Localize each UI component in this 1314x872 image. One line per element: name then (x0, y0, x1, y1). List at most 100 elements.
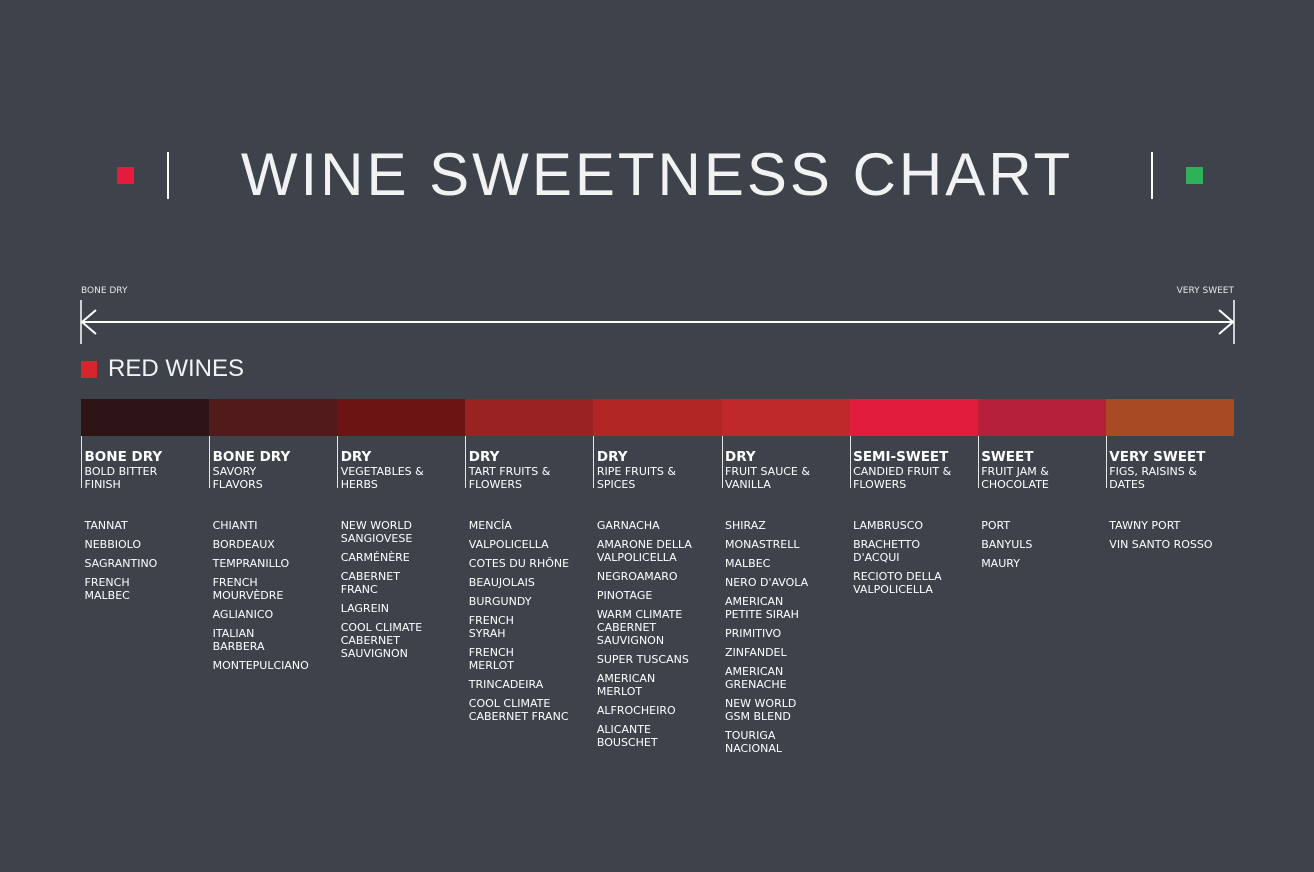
wine: AMARONE DELLA VALPOLICELLA (596, 538, 692, 564)
description: VEGETABLES & HERBS (340, 465, 424, 491)
section-square (81, 361, 97, 378)
description: RIPE FRUITS & SPICES (596, 465, 676, 491)
wine: PINOTAGE (596, 589, 653, 602)
section-title: RED WINES (108, 355, 245, 382)
column: DRY RIPE FRUITS & SPICES GARNACHA AMARONE D… (597, 449, 721, 755)
wine: ITALIAN BARBERA (212, 627, 265, 653)
color-swatch (81, 399, 210, 436)
wine: SUPER TUSCANS (596, 653, 689, 666)
tick-line (721, 436, 723, 488)
wine: NEW WORLD GSM BLEND (725, 697, 797, 723)
column: DRY VEGETABLES & HERBS NEW WORLD SANGIOVES… (341, 449, 465, 666)
wine-list: CHIANTI BORDEAUX TEMPRANILLO FRENCH MOURVÈD… (213, 519, 337, 672)
wine: MAURY (981, 557, 1020, 570)
arrow-head (80, 309, 97, 335)
description: BOLD BITTER FINISH (84, 465, 158, 491)
wine: VIN SANTO ROSSO (1109, 538, 1213, 551)
color-swatch (209, 399, 338, 436)
scale-left-label: BONE DRY (81, 286, 128, 296)
tick-line (593, 436, 595, 488)
wine: BEAUJOLAIS (468, 576, 535, 589)
wine: ALICANTE BOUSCHET (596, 723, 658, 749)
tick-line (209, 436, 211, 488)
tick-line (1105, 436, 1107, 488)
scale-right-label: VERY SWEET (1176, 286, 1234, 296)
level: DRY (725, 449, 756, 465)
tick-line (465, 436, 467, 488)
wine: TANNAT (84, 519, 128, 532)
description: FRUIT SAUCE & VANILLA (725, 465, 810, 491)
wine: NERO D'AVOLA (725, 576, 809, 589)
wine: BANYULS (981, 538, 1033, 551)
wine: BURGUNDY (468, 595, 532, 608)
color-swatch (849, 399, 979, 436)
wine: VALPOLICELLA (468, 538, 549, 551)
wine-list: MENCÍA VALPOLICELLA COTES DU RHÔNE BEAUJOLA… (469, 519, 593, 723)
wine: TOURIGA NACIONAL (725, 729, 783, 755)
wine: AMERICAN PETITE SIRAH (725, 595, 799, 621)
wine-list: TANNAT NEBBIOLO SAGRANTINO FRENCH MALBEC (85, 519, 209, 602)
wine-list: LAMBRUSCO BRACHETTO D'ACQUI RECIOTO DELLA … (853, 519, 977, 596)
color-swatch (977, 399, 1107, 436)
tick-line (849, 436, 851, 488)
wine: ALFROCHEIRO (596, 704, 676, 717)
wine: MENCÍA (468, 519, 512, 532)
wine: FRENCH MALBEC (84, 576, 130, 602)
wine: MALBEC (725, 557, 771, 570)
column: DRY TART FRUITS & FLOWERS MENCÍA VALPOLICEL… (469, 449, 593, 729)
wine: BRACHETTO D'ACQUI (853, 538, 920, 564)
wine-list: GARNACHA AMARONE DELLA VALPOLICELLA NEGROA… (597, 519, 721, 749)
wine: NEW WORLD SANGIOVESE (340, 519, 413, 545)
wine: ZINFANDEL (725, 646, 787, 659)
wine: COOL CLIMATE CABERNET SAUVIGNON (340, 621, 423, 660)
wine: GARNACHA (596, 519, 660, 532)
wine: TEMPRANILLO (212, 557, 290, 570)
column: BONE DRY SAVORY FLAVORS CHIANTI BORDEAUX TEM… (213, 449, 337, 678)
wine: FRENCH MOURVÈDRE (212, 576, 284, 602)
level: BONE DRY (212, 449, 291, 465)
tick-line (337, 436, 339, 488)
red-square (117, 167, 134, 184)
wine: COOL CLIMATE CABERNET FRANC (468, 697, 569, 723)
level: DRY (468, 449, 500, 465)
wine: PORT (981, 519, 1011, 532)
color-swatch (465, 399, 594, 436)
wine: FRENCH MERLOT (468, 646, 514, 672)
tick-line (977, 436, 979, 488)
wine-list: TAWNY PORT VIN SANTO ROSSO (1109, 519, 1233, 551)
wine: COTES DU RHÔNE (468, 557, 570, 570)
wine: SHIRAZ (725, 519, 766, 532)
title: WINE SWEETNESS CHART (240, 141, 1074, 208)
wine: LAGREIN (340, 602, 389, 615)
wine-list: SHIRAZ MONASTRELL MALBEC NERO D'AVOLA AMERIC… (725, 519, 849, 755)
column: BONE DRY BOLD BITTER FINISH TANNAT NEBBIOLO… (85, 449, 209, 608)
wine: CABERNET FRANC (340, 570, 400, 596)
level: SEMI-SWEET (853, 449, 949, 465)
description: CANDIED FRUIT & FLOWERS (853, 465, 952, 491)
wine: CARMÉNÈRE (340, 551, 410, 564)
description: SAVORY FLAVORS (212, 465, 263, 491)
wine: TAWNY PORT (1109, 519, 1181, 532)
column: SEMI-SWEET CANDIED FRUIT & FLOWERS LAMBRUS… (853, 449, 977, 602)
tick-line (81, 436, 82, 488)
level: SWEET (981, 449, 1034, 465)
level: VERY SWEET (1109, 449, 1206, 465)
wine: AMERICAN MERLOT (596, 672, 656, 698)
wine: AMERICAN GRENACHE (725, 665, 787, 691)
arrow-head (1218, 309, 1235, 335)
description: FIGS, RAISINS & DATES (1109, 465, 1197, 491)
wine-list: PORT BANYULS MAURY (981, 519, 1105, 570)
wine: NEBBIOLO (84, 538, 142, 551)
color-swatch (721, 399, 850, 436)
wine: MONTEPULCIANO (212, 659, 309, 672)
wine: RECIOTO DELLA VALPOLICELLA (853, 570, 942, 596)
level: DRY (596, 449, 628, 465)
wine: SAGRANTINO (84, 557, 158, 570)
wine-list: NEW WORLD SANGIOVESE CARMÉNÈRE CABERNET FR… (341, 519, 465, 660)
wine: TRINCADEIRA (468, 678, 544, 691)
wine: NEGROAMARO (596, 570, 678, 583)
wine: AGLIANICO (212, 608, 274, 621)
wine: BORDEAUX (212, 538, 275, 551)
